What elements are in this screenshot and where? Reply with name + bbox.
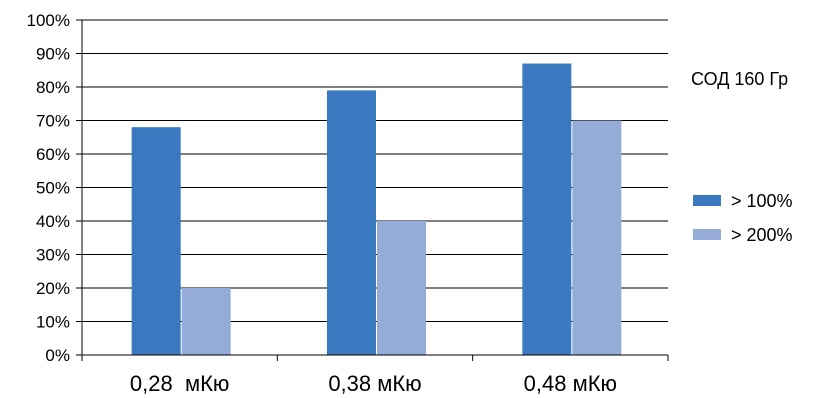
x-tick-label: 0,28 мКю: [130, 371, 229, 396]
legend-swatch: [693, 195, 721, 206]
bar: [572, 120, 622, 355]
x-tick-label: 0,38 мКю: [328, 371, 421, 396]
y-tick-label: 20%: [36, 279, 70, 298]
axes: [81, 20, 669, 361]
x-axis-ticks: 0,28 мКю 0,38 мКю 0,48 мКю: [130, 371, 617, 396]
x-tick-label: 0,48 мКю: [524, 371, 617, 396]
chart-annotation: СОД 160 Гр: [691, 69, 788, 89]
bar: [327, 90, 376, 355]
y-tick-label: 100%: [27, 11, 70, 30]
legend-label: > 100%: [731, 191, 793, 211]
y-tick-label: 30%: [36, 246, 70, 265]
bar: [181, 288, 231, 355]
y-tick-label: 10%: [36, 313, 70, 332]
y-tick-label: 50%: [36, 179, 70, 198]
y-tick-label: 70%: [36, 112, 70, 131]
y-tick-label: 90%: [36, 45, 70, 64]
y-axis-ticks: 0% 10% 20% 30% 40% 50% 60% 70% 80% 90% 100%: [27, 11, 70, 365]
legend-swatch: [693, 229, 721, 240]
y-tick-label: 40%: [36, 212, 70, 231]
bar: [522, 63, 572, 356]
y-tick-label: 0%: [45, 346, 70, 365]
y-tick-label: 80%: [36, 78, 70, 97]
legend: > 100% > 200%: [693, 191, 793, 245]
legend-label: > 200%: [731, 225, 793, 245]
y-tick-label: 60%: [36, 145, 70, 164]
bar: [377, 221, 426, 355]
bars: [131, 63, 622, 356]
bar: [131, 127, 181, 355]
